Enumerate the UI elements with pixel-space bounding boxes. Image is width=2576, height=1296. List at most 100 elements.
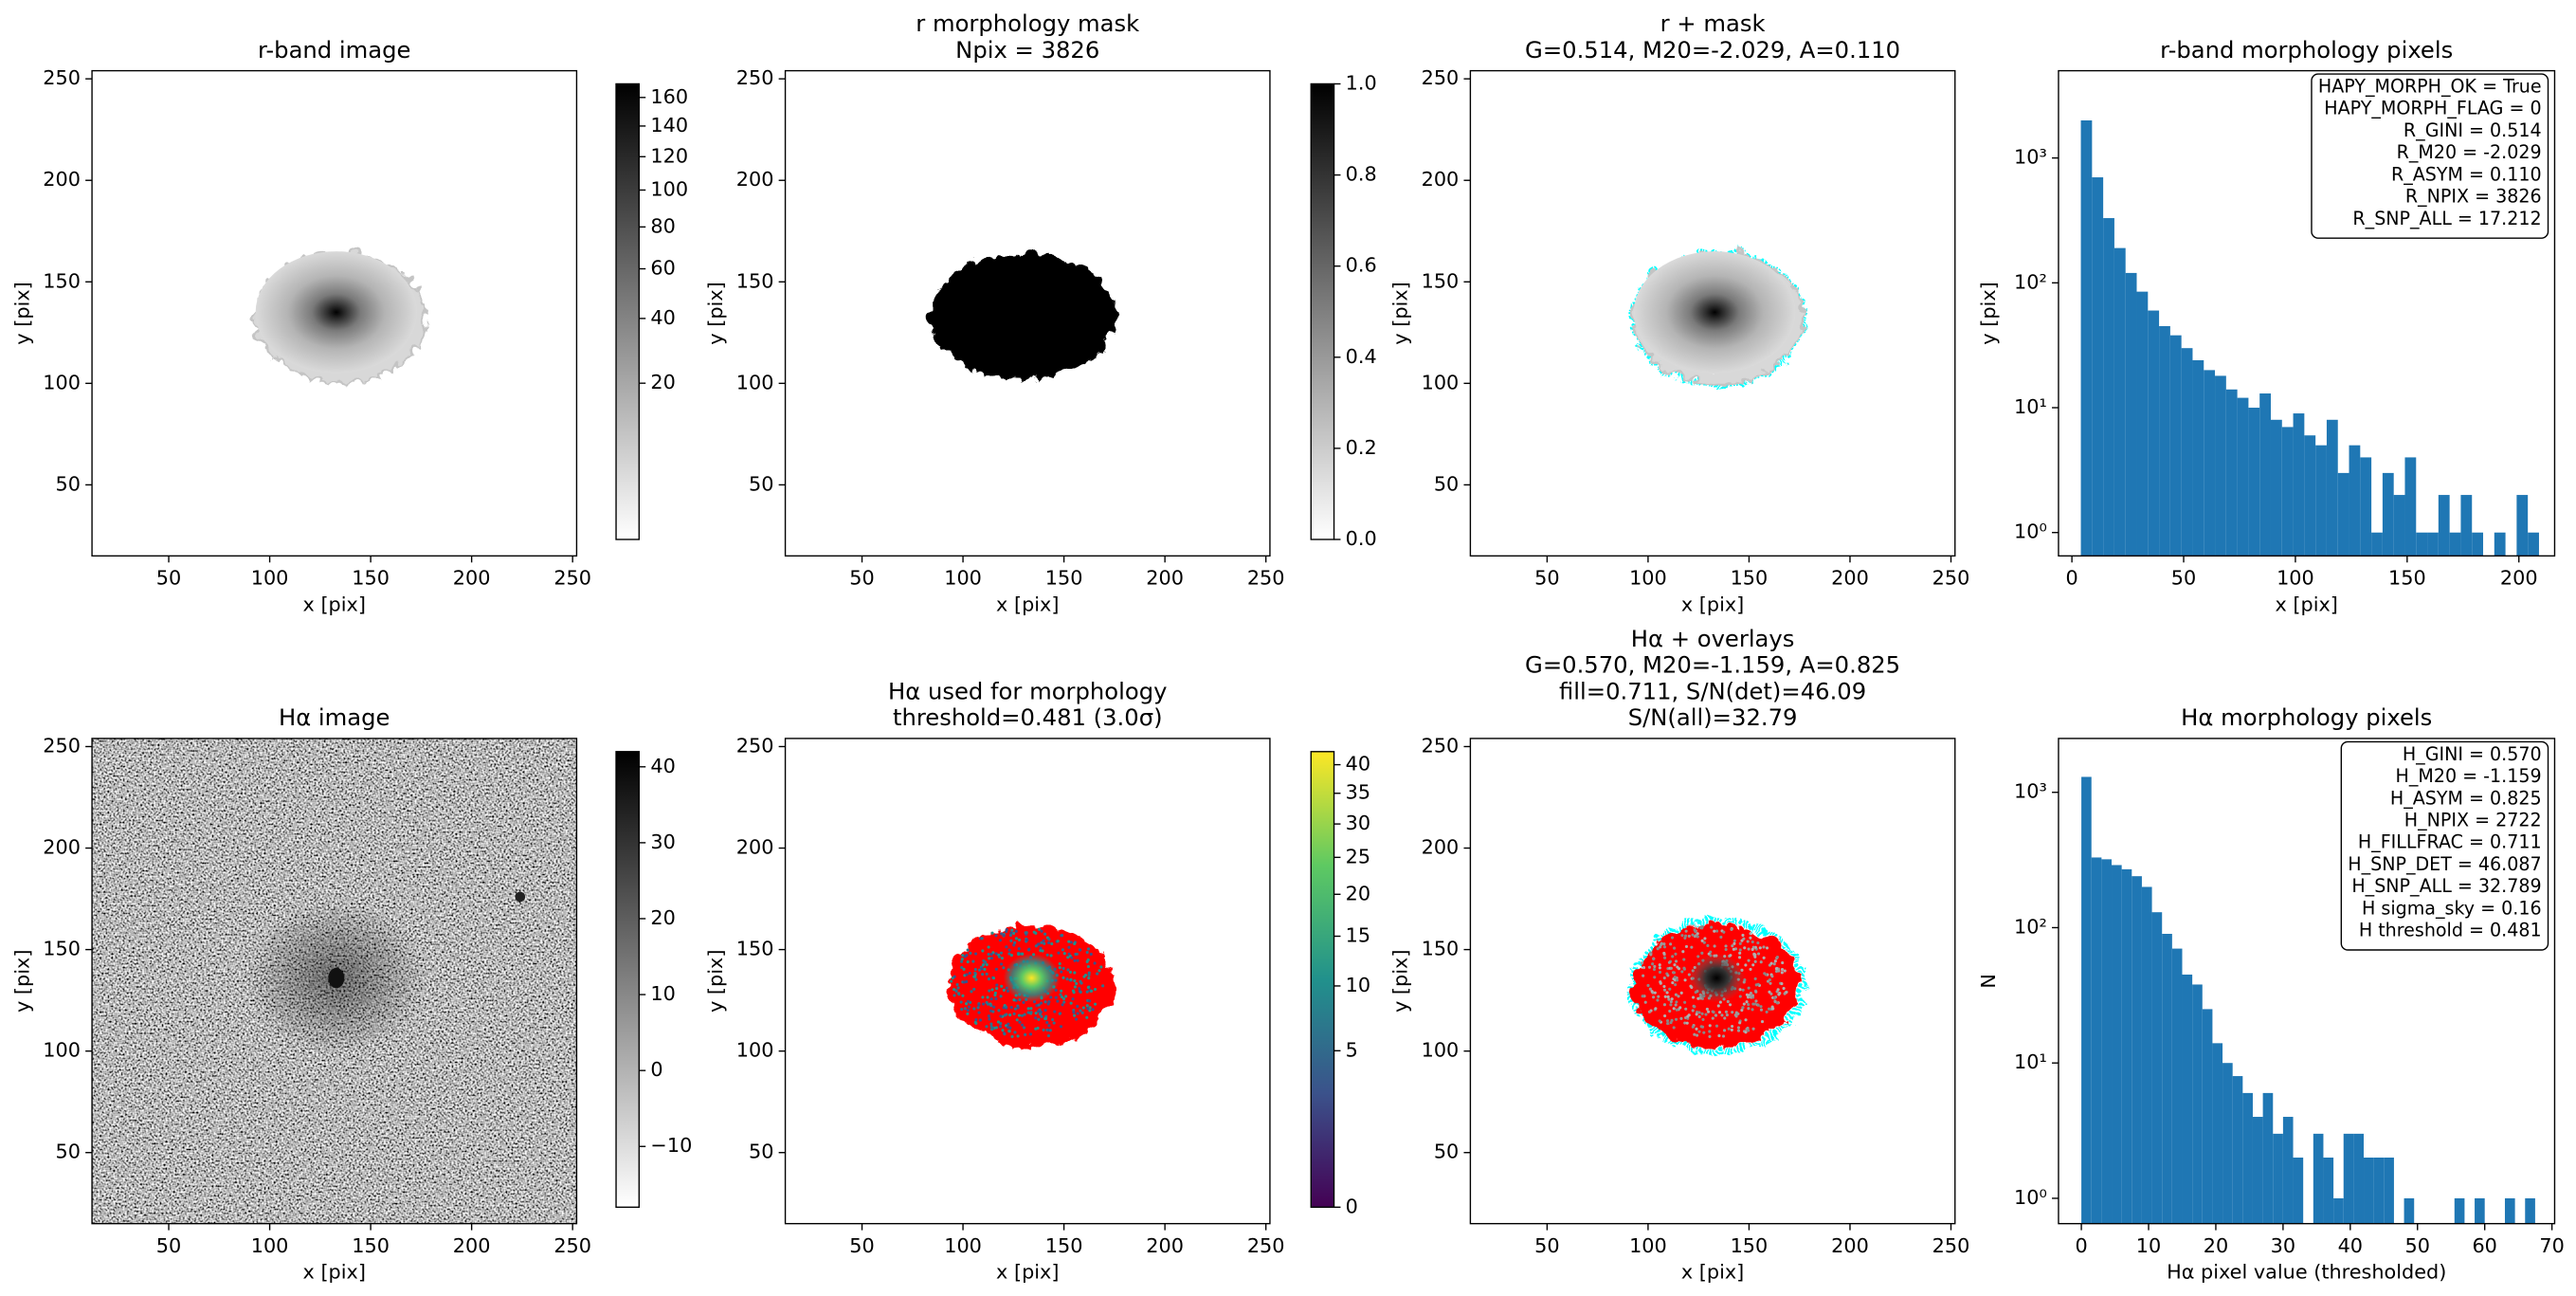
image-pixel [980, 937, 984, 940]
x-axis-label: x [pix] [1681, 593, 1744, 615]
image-pixel [1652, 995, 1656, 999]
image-pixel [966, 999, 971, 1003]
image-pixel [987, 953, 990, 957]
x-axis-label: x [pix] [996, 1261, 1059, 1284]
image-pixel [1743, 946, 1747, 950]
image-pixel [1672, 1007, 1676, 1011]
image-pixel [1008, 1013, 1012, 1017]
image-pixel [987, 977, 990, 981]
image-pixel [1060, 989, 1063, 993]
image-pixel [1729, 954, 1732, 958]
image-pixel [995, 983, 999, 987]
image-pixel [1040, 940, 1043, 944]
image-pixel [1073, 985, 1077, 989]
image-pixel [1059, 1025, 1063, 1029]
image-pixel [1017, 947, 1021, 951]
image-pixel [961, 954, 965, 958]
histogram-bar [2148, 310, 2160, 557]
image-pixel [957, 993, 961, 996]
x-tick-label: 50 [2171, 567, 2196, 590]
image-pixel [1001, 1029, 1005, 1032]
panel-title: G=0.570, M20=-1.159, A=0.825 [1525, 651, 1900, 679]
image-pixel [1670, 997, 1674, 1001]
image-pixel [1003, 1032, 1007, 1036]
image-pixel [960, 1007, 964, 1012]
image-pixel [1005, 1024, 1008, 1028]
annotation-box [2311, 73, 2549, 239]
x-tick-label: 250 [1932, 567, 1970, 590]
image-pixel [1036, 1026, 1040, 1031]
image-pixel [1713, 944, 1716, 948]
image-pixel [994, 967, 998, 971]
colorbar [615, 751, 640, 1209]
y-axis-label: y [pix] [10, 282, 33, 344]
image-pixel [966, 948, 970, 952]
image-pixel [1047, 1024, 1051, 1028]
image-pixel [991, 1010, 995, 1013]
image-pixel [1015, 1018, 1019, 1022]
image-pixel [1038, 1013, 1043, 1016]
image-pixel [1656, 947, 1660, 951]
image-pixel [1770, 975, 1774, 978]
image-pixel [982, 1002, 986, 1006]
histogram-bar [2222, 1063, 2233, 1224]
histogram-bar [2141, 886, 2152, 1224]
image-pixel [1706, 943, 1710, 948]
image-pixel [1026, 1007, 1030, 1011]
image-pixel [1674, 983, 1678, 987]
image-pixel [1747, 986, 1751, 990]
image-pixel [988, 957, 991, 960]
image-pixel [1012, 998, 1016, 1002]
image-pixel [1662, 984, 1666, 989]
image-pixel [1070, 956, 1074, 959]
image-pixel [1048, 1029, 1052, 1032]
image-pixel [1697, 1030, 1701, 1033]
colorbar-tick-label: 140 [650, 114, 688, 137]
image-pixel [1039, 946, 1043, 950]
image-pixel [996, 1020, 1000, 1024]
image-pixel [1090, 989, 1094, 993]
image-pixel [1766, 979, 1770, 983]
x-tick-label: 150 [1045, 1234, 1083, 1257]
image-pixel [1774, 969, 1779, 974]
image-pixel [1658, 970, 1662, 975]
image-pixel [1012, 1012, 1016, 1015]
x-tick-label: 100 [251, 567, 289, 590]
colorbar [1310, 751, 1335, 1209]
image-pixel [1088, 1009, 1092, 1013]
image-pixel [1029, 1007, 1033, 1011]
annotation-line: H_GINI = 0.570 [2403, 744, 2542, 765]
image-pixel [1705, 1007, 1709, 1011]
image-pixel [1733, 1013, 1737, 1017]
y-tick-label: 200 [1422, 168, 1460, 191]
colorbar-tick-label: 40 [650, 755, 675, 777]
x-tick-label: 200 [453, 567, 491, 590]
image-pixel [1686, 1014, 1690, 1018]
x-axis-label: x [pix] [303, 593, 366, 615]
image-pixel [969, 951, 972, 955]
image-pixel [1724, 944, 1728, 948]
image-pixel [1034, 1016, 1038, 1020]
x-tick-label: 50 [849, 567, 874, 590]
image-pixel [1665, 991, 1669, 995]
axes-frame [91, 69, 578, 557]
image-pixel [1731, 944, 1734, 948]
image-pixel [1017, 1013, 1022, 1017]
image-pixel [1659, 981, 1662, 985]
image-pixel [1774, 967, 1778, 971]
image-pixel [1025, 939, 1029, 942]
image-pixel [974, 1018, 978, 1022]
histogram-bar [2259, 393, 2271, 557]
image-pixel [963, 955, 967, 958]
colorbar-tick-label: 60 [650, 257, 675, 280]
image-pixel [1708, 1030, 1712, 1033]
image-pixel [1069, 977, 1073, 981]
mask-contour [1626, 913, 1804, 1050]
image-pixel [1087, 971, 1091, 975]
image-pixel [1018, 1020, 1022, 1024]
y-tick-label: 250 [736, 66, 774, 89]
image-pixel [1013, 940, 1017, 944]
y-tick-label: 10³ [2014, 146, 2047, 169]
image-pixel [1669, 966, 1673, 970]
image-pixel [1008, 1026, 1012, 1030]
